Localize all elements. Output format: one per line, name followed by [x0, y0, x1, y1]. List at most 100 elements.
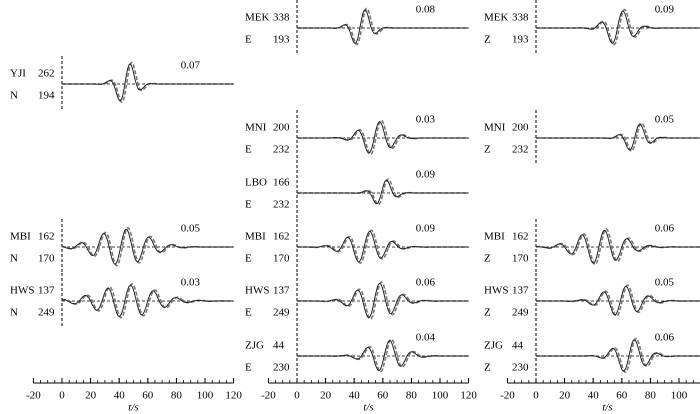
misfit-label: 0.09 — [655, 4, 675, 16]
observed-waveform — [536, 10, 700, 44]
tick-label: -20 — [500, 390, 515, 402]
observed-waveform — [297, 282, 469, 319]
synthetic-waveform — [297, 178, 469, 206]
tick-label: 20 — [320, 390, 332, 402]
tick-label: 60 — [142, 390, 154, 402]
misfit-label: 0.06 — [655, 223, 675, 235]
station-label: MBI — [484, 231, 505, 243]
synthetic-waveform — [297, 7, 469, 46]
distance-label: 44 — [273, 340, 285, 352]
tick-label: -20 — [26, 390, 41, 402]
misfit-label: 0.03 — [416, 114, 436, 126]
observed-waveform — [62, 63, 234, 102]
distance-label: 338 — [512, 12, 529, 24]
observed-waveform — [297, 230, 469, 263]
misfit-label: 0.06 — [655, 332, 675, 344]
synthetic-waveform — [536, 337, 700, 374]
tick-label: 120 — [460, 390, 477, 402]
tick-label: 0 — [59, 390, 65, 402]
station-label: MBI — [10, 231, 31, 243]
tick-label: 100 — [197, 390, 214, 402]
observed-waveform — [61, 228, 234, 265]
observed-waveform — [297, 179, 469, 205]
distance-label: 200 — [273, 122, 290, 134]
component-label: Z — [484, 362, 491, 374]
station-label: YJI — [10, 68, 26, 80]
azimuth-label: 170 — [273, 253, 290, 265]
station-label: MNI — [245, 122, 267, 134]
tick-label: 80 — [171, 390, 183, 402]
distance-label: 166 — [273, 177, 290, 189]
azimuth-label: 230 — [512, 362, 529, 374]
misfit-label: 0.05 — [181, 223, 201, 235]
synthetic-waveform — [62, 61, 234, 103]
distance-label: 137 — [38, 285, 55, 297]
distance-label: 137 — [273, 285, 290, 297]
station-label: MEK — [484, 12, 509, 24]
misfit-label: 0.04 — [416, 332, 436, 344]
axis-label: t/s — [602, 402, 612, 414]
axis-label: t/s — [363, 402, 373, 414]
distance-label: 162 — [512, 231, 529, 243]
axis-label: t/s — [128, 402, 138, 414]
station-label: MEK — [245, 12, 270, 24]
azimuth-label: 232 — [273, 199, 290, 211]
observed-waveform — [61, 284, 234, 318]
tick-label: -20 — [261, 390, 276, 402]
tick-label: 40 — [114, 390, 126, 402]
observed-waveform — [536, 339, 700, 372]
misfit-label: 0.07 — [181, 60, 201, 72]
component-label: E — [245, 362, 252, 374]
misfit-label: 0.06 — [416, 277, 436, 289]
component-label: E — [245, 253, 252, 265]
station-label: HWS — [10, 285, 34, 297]
tick-label: 100 — [671, 390, 688, 402]
misfit-label: 0.05 — [655, 114, 675, 126]
station-label: HWS — [484, 285, 508, 297]
azimuth-label: 170 — [38, 253, 55, 265]
distance-label: 162 — [273, 231, 290, 243]
distance-label: 262 — [38, 68, 55, 80]
distance-label: 137 — [512, 285, 529, 297]
tick-label: 40 — [349, 390, 361, 402]
misfit-label: 0.08 — [416, 4, 436, 16]
station-label: ZJG — [484, 340, 503, 352]
observed-waveform — [536, 123, 700, 151]
tick-label: 20 — [559, 390, 571, 402]
azimuth-label: 232 — [512, 144, 529, 156]
component-label: Z — [484, 307, 491, 319]
station-label: ZJG — [245, 340, 264, 352]
observed-waveform — [297, 9, 469, 44]
synthetic-waveform — [536, 122, 700, 152]
azimuth-label: 170 — [512, 253, 529, 265]
observed-waveform — [536, 285, 700, 316]
tick-label: 100 — [432, 390, 449, 402]
component-label: E — [245, 144, 252, 156]
component-label: E — [245, 34, 252, 46]
observed-waveform — [297, 340, 469, 371]
azimuth-label: 232 — [273, 144, 290, 156]
station-label: MBI — [245, 231, 266, 243]
azimuth-label: 193 — [512, 34, 529, 46]
tick-label: 80 — [645, 390, 657, 402]
tick-label: 20 — [85, 390, 97, 402]
tick-label: 60 — [377, 390, 389, 402]
observed-waveform — [297, 121, 469, 154]
component-label: E — [245, 307, 252, 319]
misfit-label: 0.09 — [416, 223, 436, 235]
station-label: LBO — [245, 177, 267, 189]
distance-label: 44 — [512, 340, 524, 352]
component-label: Z — [484, 253, 491, 265]
tick-label: 120 — [225, 390, 242, 402]
station-label: HWS — [245, 285, 269, 297]
distance-label: 338 — [273, 12, 290, 24]
observed-waveform — [536, 229, 700, 264]
component-label: Z — [484, 34, 491, 46]
azimuth-label: 249 — [512, 307, 529, 319]
azimuth-label: 249 — [273, 307, 290, 319]
tick-label: 80 — [406, 390, 418, 402]
tick-label: 40 — [588, 390, 600, 402]
azimuth-label: 230 — [273, 362, 290, 374]
component-label: N — [10, 90, 18, 102]
